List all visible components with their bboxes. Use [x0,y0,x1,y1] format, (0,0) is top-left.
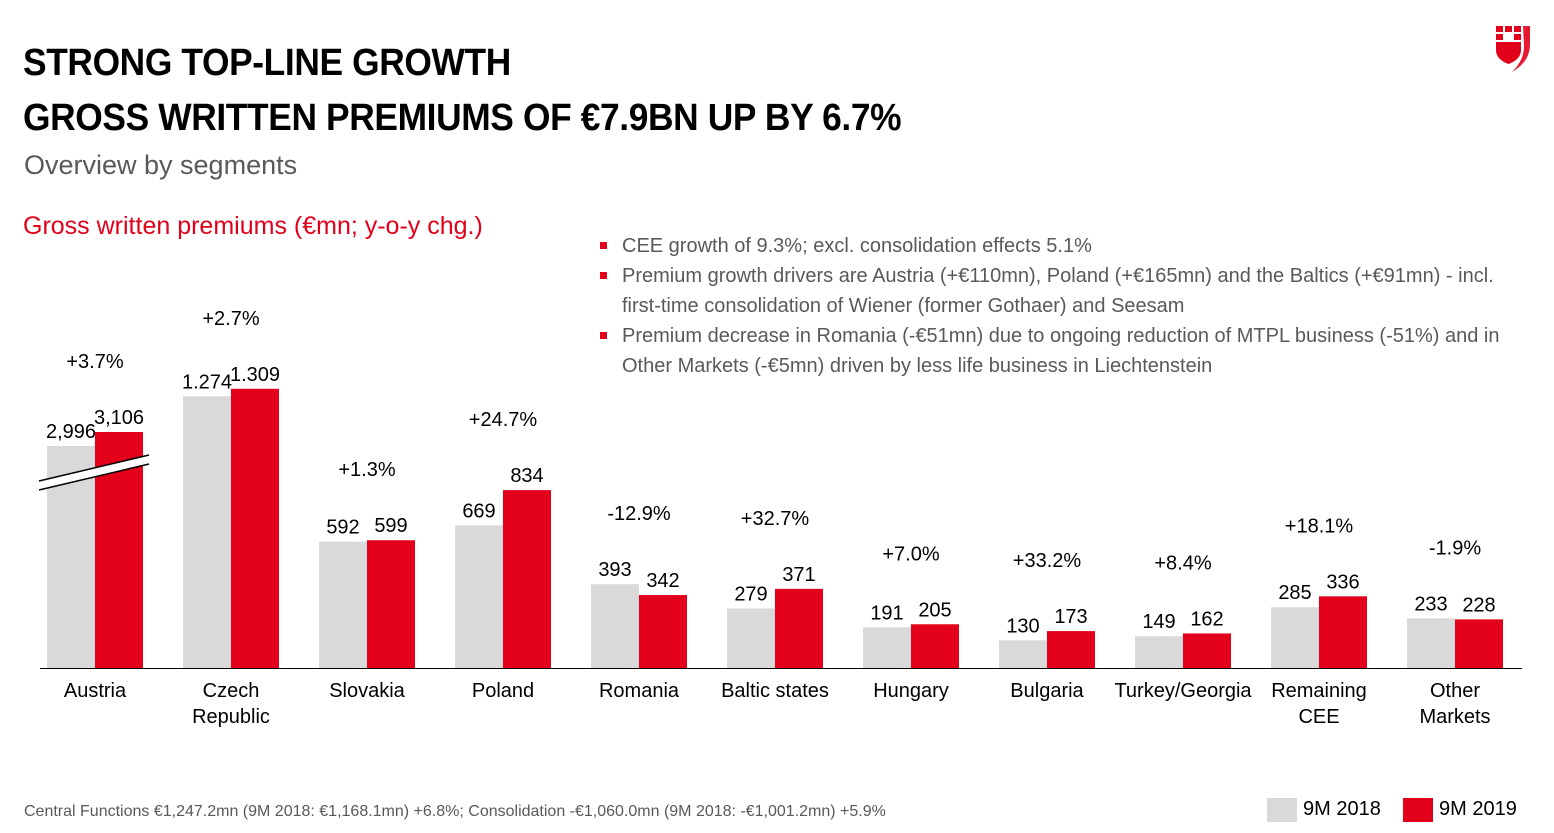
change-label: +3.7% [66,351,123,373]
bar-2018 [455,525,503,668]
legend-label-2019: 9M 2019 [1439,798,1517,820]
axis-break-gap [39,455,149,490]
bar-2019 [503,490,551,668]
data-label: 279 [734,583,767,605]
change-label: +7.0% [882,543,939,565]
bullet-list: CEE growth of 9.3%; excl. consolidation … [600,231,1500,381]
bar-2019 [1183,633,1231,668]
shield-logo-icon [1496,26,1530,72]
bar-2019 [1319,596,1367,668]
data-label: 149 [1142,611,1175,633]
axis-break-line [38,454,150,482]
data-label: 205 [918,599,951,621]
data-label: 592 [326,517,359,539]
bar-2019 [775,588,823,668]
data-label: 336 [1326,571,1359,593]
change-label: +8.4% [1154,552,1211,574]
bullet-item: CEE growth of 9.3%; excl. consolidation … [600,231,1500,261]
change-label: +2.7% [202,308,259,330]
category-label: Other [1430,680,1480,702]
change-label: +33.2% [1013,550,1082,572]
bar-2018 [727,608,775,668]
bar-2018 [999,640,1047,668]
category-label: Markets [1419,706,1490,728]
category-label: Remaining [1271,680,1367,702]
category-label: Romania [599,680,680,702]
bar-2019 [1047,631,1095,668]
bar-2018 [319,541,367,668]
data-label: 191 [870,602,903,624]
bar-2018 [1135,636,1183,668]
category-label: Bulgaria [1010,680,1084,702]
category-label: Czech [203,680,260,702]
axis-break-line [38,463,150,491]
data-label: 599 [374,515,407,537]
bullet-item: Premium decrease in Romania (-€51mn) due… [600,321,1500,381]
legend-swatch-2019 [1403,798,1433,822]
data-label: 130 [1006,615,1039,637]
page-subtitle: Overview by segments [24,150,298,180]
data-label: 3,106 [94,407,144,429]
change-label: +18.1% [1285,515,1354,537]
data-label: 342 [646,570,679,592]
change-label: +24.7% [469,409,538,431]
bar-2018 [591,584,639,668]
bar-2018 [1271,607,1319,668]
data-label: 2,996 [46,421,96,443]
category-label: Hungary [873,680,949,702]
footnote: Central Functions €1,247.2mn (9M 2018: €… [24,803,886,820]
data-label: 371 [782,564,815,586]
data-label: 1.309 [230,364,280,386]
chart-label: Gross written premiums (€mn; y-o-y chg.) [23,212,483,240]
legend-label-2018: 9M 2018 [1303,798,1381,820]
change-label: -12.9% [607,503,671,525]
data-label: 173 [1054,606,1087,628]
bar-2018 [863,627,911,668]
change-label: +32.7% [741,508,810,530]
category-label: CEE [1298,706,1339,728]
category-label: Slovakia [329,680,405,702]
data-label: 285 [1278,582,1311,604]
bar-2019 [231,388,279,668]
bar-2018 [183,396,231,668]
data-label: 393 [598,559,631,581]
bar-2018 [1407,618,1455,668]
category-label: Republic [192,706,270,728]
data-label: 1.274 [182,371,232,393]
data-label: 834 [510,465,543,487]
bar-2019 [367,540,415,668]
change-label: -1.9% [1429,537,1481,559]
legend-swatch-2018 [1267,798,1297,822]
data-label: 669 [462,500,495,522]
bar-2019 [911,624,959,668]
page-title-line-2: GROSS WRITTEN PREMIUMS OF €7.9BN UP BY 6… [23,97,902,139]
bar-2019 [639,595,687,668]
change-label: +1.3% [338,459,395,481]
data-label: 162 [1190,608,1223,630]
category-label: Baltic states [721,680,829,702]
category-label: Poland [472,680,534,702]
bar-2019 [1455,619,1503,668]
page-title-line-1: STRONG TOP-LINE GROWTH [23,42,511,84]
bullet-item: Premium growth drivers are Austria (+€11… [600,261,1500,321]
category-label: Austria [64,680,127,702]
category-label: Turkey/Georgia [1114,680,1252,702]
data-label: 228 [1462,594,1495,616]
data-label: 233 [1414,593,1447,615]
